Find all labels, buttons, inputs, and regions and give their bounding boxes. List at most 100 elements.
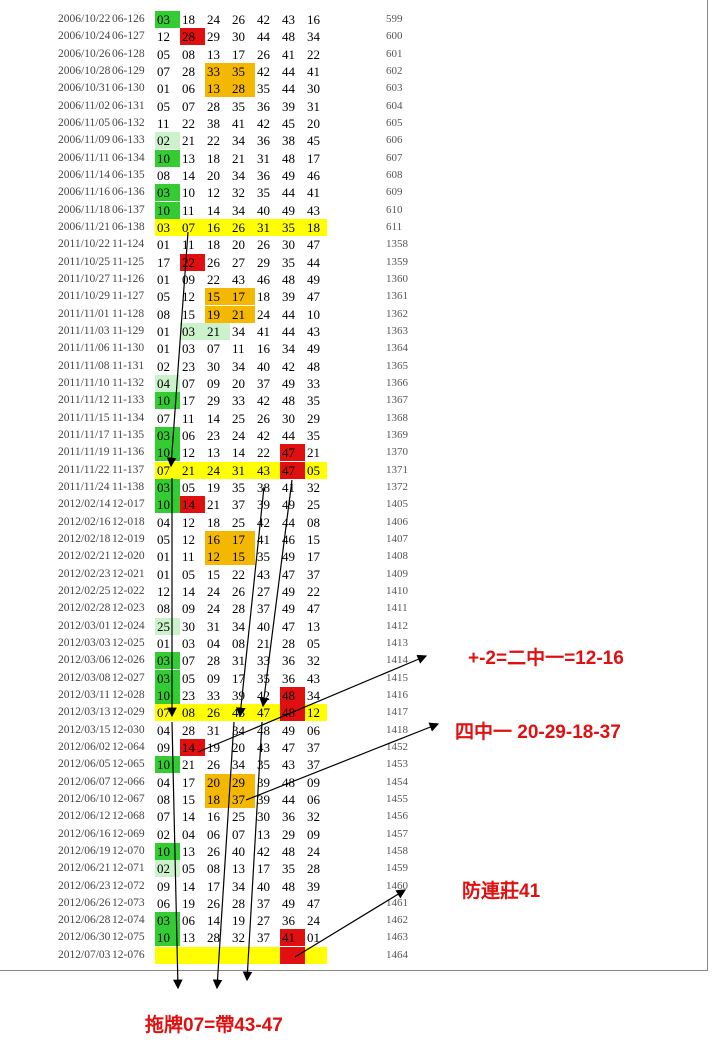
table-row: 2011/11/03 11-129 01 03 21 34 41 44 43 1363 (0, 322, 707, 340)
number-cell: 04 (157, 774, 170, 790)
draw-sequence: 1363 (386, 324, 408, 337)
table-row: 2011/11/15 11-134 07 11 14 25 26 30 29 1368 (0, 410, 707, 427)
draw-sequence: 1411 (386, 602, 408, 615)
draw-date: 2012/06/21 (58, 862, 111, 875)
number-cell: 15 (182, 306, 195, 322)
draw-issue: 06-134 (112, 151, 145, 164)
number-cell: 45 (282, 115, 295, 131)
table-row: 2012/02/14 12-017 10 14 21 37 39 49 25 1405 (0, 496, 707, 514)
draw-sequence: 605 (386, 116, 403, 129)
table-row: 2011/11/06 11-130 01 03 07 11 16 34 49 1364 (0, 340, 707, 357)
number-cell: 12 (205, 548, 230, 566)
table-row: 2011/10/27 11-126 01 09 22 43 46 48 49 1360 (0, 271, 707, 288)
number-cell: 01 (157, 341, 170, 357)
draw-sequence: 604 (386, 99, 403, 112)
arrow-line (294, 889, 407, 958)
draw-date: 2012/03/06 (58, 654, 111, 667)
number-cell: 35 (307, 393, 320, 409)
draw-issue: 12-073 (112, 896, 145, 909)
draw-date: 2011/11/24 (58, 480, 110, 493)
number-cell: 43 (307, 323, 320, 339)
number-cell: 30 (282, 410, 295, 426)
draw-date: 2006/11/18 (58, 203, 110, 216)
number-cell: 08 (182, 46, 195, 62)
number-cell: 18 (207, 237, 220, 253)
draw-issue: 12-068 (112, 810, 145, 823)
number-cell: 26 (232, 583, 245, 599)
number-cell: 21 (207, 497, 220, 513)
number-cell: 17 (257, 861, 270, 877)
table-row: 2012/06/19 12-070 10 13 26 40 42 48 24 1458 (0, 842, 707, 860)
lottery-table: 2006/10/22 06-126 03 18 24 26 42 43 16 599 2006/10… (0, 0, 708, 971)
table-row: 2012/02/25 12-022 12 14 24 26 27 49 22 1410 (0, 583, 707, 600)
number-cell: 07 (157, 462, 170, 478)
number-cell: 42 (257, 63, 270, 79)
number-cell: 49 (282, 375, 295, 391)
number-cell: 33 (205, 62, 230, 80)
number-cell: 29 (207, 393, 220, 409)
draw-issue: 12-071 (112, 862, 145, 875)
number-cell: 07 (157, 410, 170, 426)
draw-sequence: 1410 (386, 584, 408, 597)
number-cell: 49 (282, 202, 295, 218)
number-cell: 06 (157, 895, 170, 911)
table-row: 2011/11/10 11-132 04 07 09 20 37 49 33 1366 (0, 374, 707, 392)
number-cell: 17 (230, 530, 255, 548)
draw-date: 2006/10/22 (58, 13, 111, 25)
number-cell: 13 (207, 445, 220, 461)
number-cell: 17 (307, 549, 320, 565)
draw-issue: 11-126 (112, 272, 145, 285)
draw-issue: 12-075 (112, 931, 145, 944)
arrow-line (242, 721, 263, 982)
number-cell: 03 (155, 669, 180, 687)
draw-issue: 12-069 (112, 827, 145, 840)
number-cell (280, 946, 305, 964)
number-cell: 20 (232, 237, 245, 253)
table-row: 2006/11/09 06-133 02 21 22 34 36 38 45 606 (0, 132, 707, 150)
number-cell: 26 (207, 843, 220, 859)
number-cell: 44 (282, 63, 295, 79)
number-cell: 30 (282, 237, 295, 253)
number-cell: 49 (282, 601, 295, 617)
draw-sequence: 608 (386, 168, 403, 181)
number-cell: 35 (232, 479, 245, 495)
number-cell: 49 (282, 895, 295, 911)
draw-sequence: 599 (386, 13, 403, 25)
number-cell: 47 (257, 705, 270, 721)
draw-issue: 11-127 (112, 290, 145, 303)
number-cell: 09 (157, 878, 170, 894)
number-cell: 27 (257, 583, 270, 599)
draw-sequence: 611 (386, 220, 403, 233)
number-cell: 47 (280, 461, 305, 479)
number-cell: 24 (307, 843, 320, 859)
draw-sequence: 1454 (386, 775, 408, 788)
number-cell: 13 (182, 150, 195, 166)
number-cell: 18 (257, 289, 270, 305)
number-cell: 32 (232, 185, 245, 201)
table-row: 2012/06/28 12-074 03 06 14 19 27 36 24 1462 (0, 912, 707, 930)
number-cell: 08 (232, 635, 245, 651)
number-cell: 28 (207, 98, 220, 114)
number-cell: 11 (182, 237, 195, 253)
number-cell: 35 (257, 81, 270, 97)
number-cell: 30 (232, 29, 245, 45)
number-cell: 03 (155, 912, 180, 930)
number-cell: 45 (307, 133, 320, 149)
number-cell: 30 (307, 81, 320, 97)
number-cell: 47 (282, 618, 295, 634)
draw-sequence: 1360 (386, 272, 408, 285)
number-cell: 11 (232, 341, 245, 357)
number-cell: 10 (307, 306, 320, 322)
number-cell: 38 (282, 133, 295, 149)
number-cell: 06 (182, 81, 195, 97)
note-four-mid: 四中一 20-29-18-37 (455, 722, 621, 743)
number-cell: 33 (257, 653, 270, 669)
table-row: 2006/11/21 06-138 03 07 16 26 31 35 18 611 (0, 218, 707, 236)
draw-issue: 11-132 (112, 376, 145, 389)
number-cell: 05 (157, 531, 170, 547)
draw-sequence: 600 (386, 30, 403, 43)
number-cell: 25 (232, 410, 245, 426)
draw-issue: 12-024 (112, 619, 145, 632)
number-cell: 10 (155, 686, 180, 704)
number-cell: 44 (307, 254, 320, 270)
